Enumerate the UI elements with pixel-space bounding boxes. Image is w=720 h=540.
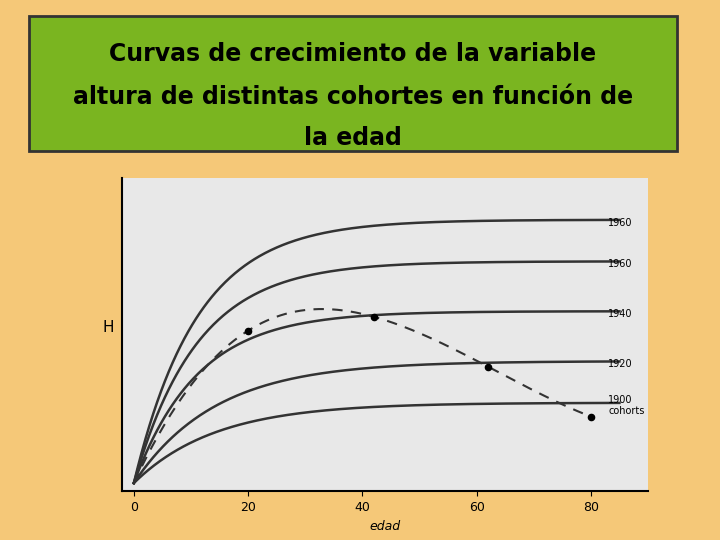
Point [368,313,379,321]
Text: 1960: 1960 [608,259,632,269]
Point [243,326,254,335]
Y-axis label: H: H [103,320,114,335]
Point [482,362,494,371]
Text: la edad: la edad [304,126,402,150]
Text: Curvas de crecimiento de la variable: Curvas de crecimiento de la variable [109,42,596,66]
Text: 1920: 1920 [608,359,633,369]
FancyBboxPatch shape [29,16,677,151]
Text: altura de distintas cohortes en función de: altura de distintas cohortes en función … [73,85,633,109]
Text: 1960: 1960 [608,218,632,227]
Point [585,412,597,421]
Text: 1900
cohorts: 1900 cohorts [608,395,644,416]
X-axis label: edad: edad [369,519,401,532]
Text: 1940: 1940 [608,309,632,319]
